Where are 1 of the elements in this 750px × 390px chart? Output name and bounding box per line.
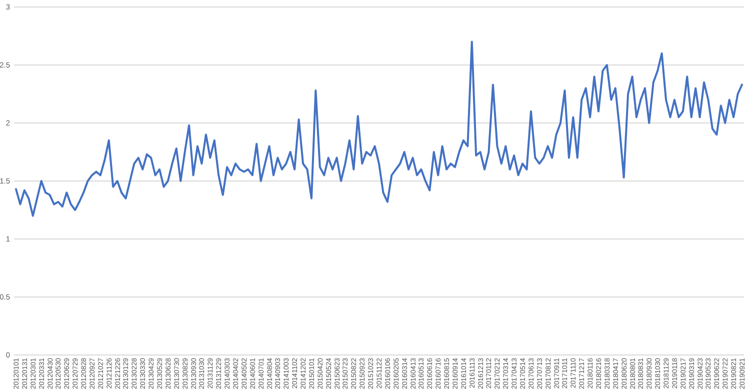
- line-series: [15, 40, 743, 217]
